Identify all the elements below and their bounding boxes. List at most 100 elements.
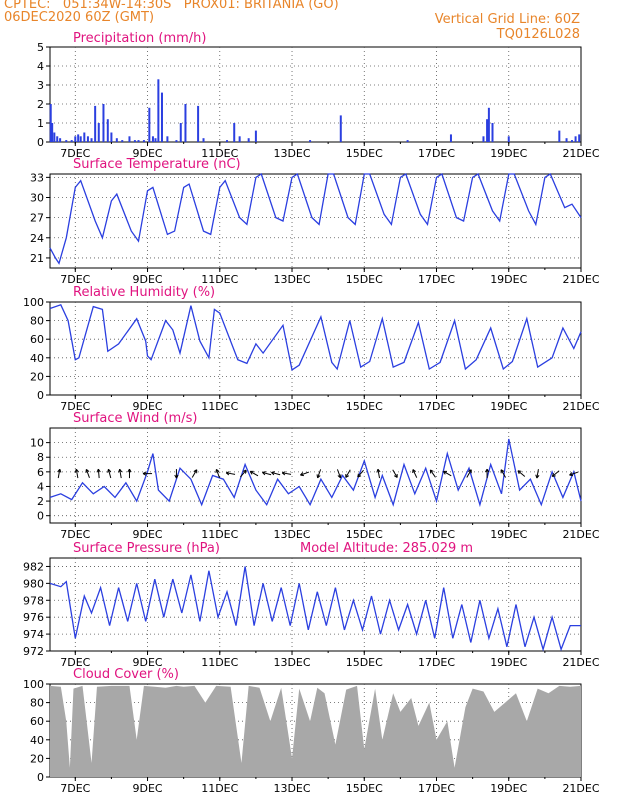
precip-bar xyxy=(406,140,409,142)
x-tick-label: 7DEC xyxy=(60,400,90,413)
wind-arrow xyxy=(97,469,100,479)
y-tick-label: 0 xyxy=(37,389,44,402)
x-tick-label: 19DEC xyxy=(490,147,527,160)
precip-bar xyxy=(233,123,236,142)
wind-arrow-head xyxy=(242,469,247,474)
precip-bar xyxy=(49,104,52,142)
precip-bar xyxy=(115,138,118,142)
wind-arrow xyxy=(517,470,526,477)
panel-title: Cloud Cover (%) xyxy=(73,667,179,682)
wind-arrow xyxy=(191,469,198,478)
x-tick-label: 21DEC xyxy=(562,782,599,795)
x-tick-label: 11DEC xyxy=(201,528,238,541)
precip-bar xyxy=(157,79,160,142)
wind-arrow-head xyxy=(443,470,447,475)
header-line2-left: 06DEC2020 60Z (GMT) xyxy=(4,10,155,25)
wind-arrow-head xyxy=(500,469,505,474)
wind-arrow xyxy=(357,469,364,478)
wind-arrow xyxy=(282,472,292,475)
panel-2: Relative Humidity (%) 0 20 40 60 80 100 7DEC 9DE… xyxy=(23,285,600,413)
y-tick-label: 6 xyxy=(37,466,44,479)
precip-bar xyxy=(137,140,140,142)
header-line1: CPTEC: 051:34W-14:30S PROX01: BRITANIA (… xyxy=(4,0,339,12)
y-tick-label: 30 xyxy=(30,192,44,205)
precip-bar xyxy=(197,105,200,142)
panel-title: Surface Wind (m/s) xyxy=(73,411,197,426)
precip-bar xyxy=(86,136,89,142)
y-tick-label: 100 xyxy=(23,678,44,691)
panel-3: Surface Wind (m/s) 0 2 46 810 7DEC 9DEC 11DEC 13… xyxy=(30,411,600,541)
precip-bar xyxy=(128,136,131,142)
x-tick-label: 7DEC xyxy=(60,656,90,669)
x-tick-label: 7DEC xyxy=(60,528,90,541)
precip-bar xyxy=(449,134,452,142)
wind-arrow xyxy=(443,470,452,477)
header-line2-right: Vertical Grid Line: 60Z xyxy=(434,12,580,27)
panel-title: Surface Temperature (nC) xyxy=(73,157,241,172)
precip-bar xyxy=(574,136,577,142)
x-tick-label: 15DEC xyxy=(346,400,383,413)
x-tick-label: 15DEC xyxy=(346,656,383,669)
panel-title: Surface Pressure (hPa) xyxy=(73,541,220,556)
precip-bar xyxy=(565,138,568,142)
wind-arrow-head xyxy=(271,471,275,476)
y-tick-label: 978 xyxy=(23,594,44,607)
wind-arrow xyxy=(57,469,61,479)
x-tick-label: 21DEC xyxy=(562,400,599,413)
precip-bar xyxy=(133,140,136,142)
wind-arrow xyxy=(569,471,579,476)
x-tick-label: 11DEC xyxy=(201,782,238,795)
y-tick-label: 10 xyxy=(30,437,44,450)
wind-arrow-head xyxy=(300,472,304,477)
panel-title: Precipitation (mm/h) xyxy=(73,31,206,46)
x-tick-label: 21DEC xyxy=(562,656,599,669)
wind-arrow xyxy=(466,469,472,478)
x-tick-label: 19DEC xyxy=(490,273,527,286)
wind-arrow-head xyxy=(174,474,179,479)
panel-5: Cloud Cover (%) 0 20 40 60 80 100 7DEC 9DEC 11DEC… xyxy=(23,667,600,795)
precip-bar xyxy=(56,136,59,142)
y-tick-label: 33 xyxy=(30,171,44,184)
y-tick-label: 20 xyxy=(30,752,44,765)
precip-bar xyxy=(151,136,154,142)
y-tick-label: 4 xyxy=(37,480,44,493)
precip-bar xyxy=(339,115,342,142)
precip-bar xyxy=(160,92,163,142)
x-tick-label: 17DEC xyxy=(418,528,455,541)
x-tick-label: 15DEC xyxy=(346,273,383,286)
y-tick-label: 80 xyxy=(30,315,44,328)
precip-bar xyxy=(226,140,228,142)
x-tick-label: 13DEC xyxy=(273,782,310,795)
precip-bar xyxy=(570,140,573,142)
precip-bar xyxy=(507,136,510,142)
precip-bar xyxy=(65,140,68,142)
x-tick-label: 11DEC xyxy=(201,147,238,160)
wind-arrow-head xyxy=(118,468,123,473)
precip-bar xyxy=(94,105,97,142)
wind-arrow xyxy=(551,470,560,477)
precip-bar xyxy=(491,123,494,142)
wind-arrow xyxy=(239,469,247,478)
wind-arrow xyxy=(75,469,79,479)
y-tick-label: 27 xyxy=(30,212,44,225)
precip-bar xyxy=(74,136,77,142)
wind-arrow xyxy=(317,469,322,478)
wind-arrow xyxy=(226,472,236,475)
x-tick-label: 9DEC xyxy=(132,656,162,669)
series-line xyxy=(49,173,582,265)
precip-bar xyxy=(121,140,124,142)
precip-bar xyxy=(482,136,485,142)
precip-bar xyxy=(102,104,105,142)
wind-arrow-head xyxy=(412,469,417,474)
x-tick-label: 19DEC xyxy=(490,400,527,413)
wind-arrow xyxy=(377,469,380,479)
y-tick-label: 60 xyxy=(30,715,44,728)
x-tick-label: 17DEC xyxy=(418,273,455,286)
plot-frame xyxy=(49,301,582,396)
y-tick-label: 80 xyxy=(30,697,44,710)
x-tick-label: 17DEC xyxy=(418,656,455,669)
wind-arrow-head xyxy=(249,470,254,475)
y-tick-label: 976 xyxy=(23,611,44,624)
y-tick-label: 21 xyxy=(30,252,44,265)
